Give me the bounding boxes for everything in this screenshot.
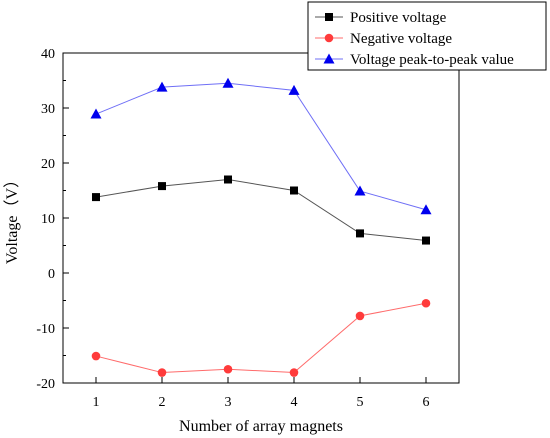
data-point — [422, 236, 430, 245]
x-tick-label: 6 — [423, 395, 430, 410]
x-tick-label: 2 — [159, 395, 166, 410]
data-point — [90, 108, 102, 119]
x-tick-label: 4 — [291, 395, 298, 410]
data-point — [354, 185, 366, 196]
y-tick-label: -20 — [36, 377, 55, 392]
legend-label: Voltage peak-to-peak value — [350, 52, 514, 68]
data-point — [356, 229, 364, 238]
y-tick-label: 40 — [41, 47, 55, 62]
data-point — [421, 298, 431, 308]
data-point — [288, 84, 300, 95]
legend-marker — [324, 33, 334, 43]
legend-label: Negative voltage — [350, 31, 452, 47]
data-point — [158, 182, 166, 191]
data-point — [420, 204, 432, 215]
y-tick-label: 20 — [41, 157, 55, 172]
data-point — [92, 193, 100, 202]
series-line-2 — [95, 302, 427, 374]
data-point — [157, 368, 167, 377]
data-point — [290, 186, 298, 195]
series-line-1 — [95, 178, 427, 242]
x-tick-label: 3 — [225, 395, 232, 410]
y-tick-label: 30 — [41, 102, 55, 117]
series-markers — [90, 77, 432, 377]
legend-marker — [325, 13, 333, 21]
series-lines — [95, 82, 427, 374]
data-point — [355, 311, 365, 321]
x-tick-label: 5 — [357, 395, 364, 410]
data-point — [222, 77, 234, 88]
axes: -20 -10 0 10 20 30 40 1 2 3 4 5 6 — [36, 47, 429, 410]
y-tick-label: -10 — [36, 322, 55, 337]
data-point — [289, 368, 299, 377]
data-point — [156, 81, 168, 92]
data-point — [224, 175, 232, 184]
y-tick-label: 0 — [48, 267, 55, 282]
data-point — [91, 351, 101, 361]
series-line-3 — [95, 82, 427, 211]
legend-label: Positive voltage — [350, 10, 447, 26]
y-axis-label: Voltage（V） — [3, 172, 21, 264]
x-axis-label: Number of array magnets — [179, 418, 343, 435]
legend-marker — [323, 53, 335, 64]
y-tick-label: 10 — [41, 212, 55, 227]
legend: Positive voltage Negative voltage Voltage … — [307, 1, 547, 71]
legend-box — [307, 1, 547, 71]
data-point — [223, 364, 233, 374]
x-tick-label: 1 — [93, 395, 100, 410]
